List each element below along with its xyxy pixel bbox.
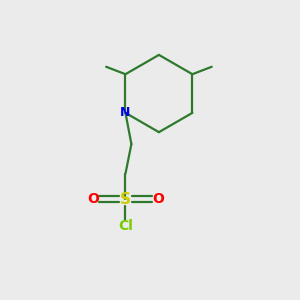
Text: S: S [120, 191, 131, 206]
Text: Cl: Cl [118, 219, 133, 233]
Text: O: O [152, 192, 164, 206]
Text: O: O [87, 192, 99, 206]
Text: N: N [120, 106, 130, 119]
